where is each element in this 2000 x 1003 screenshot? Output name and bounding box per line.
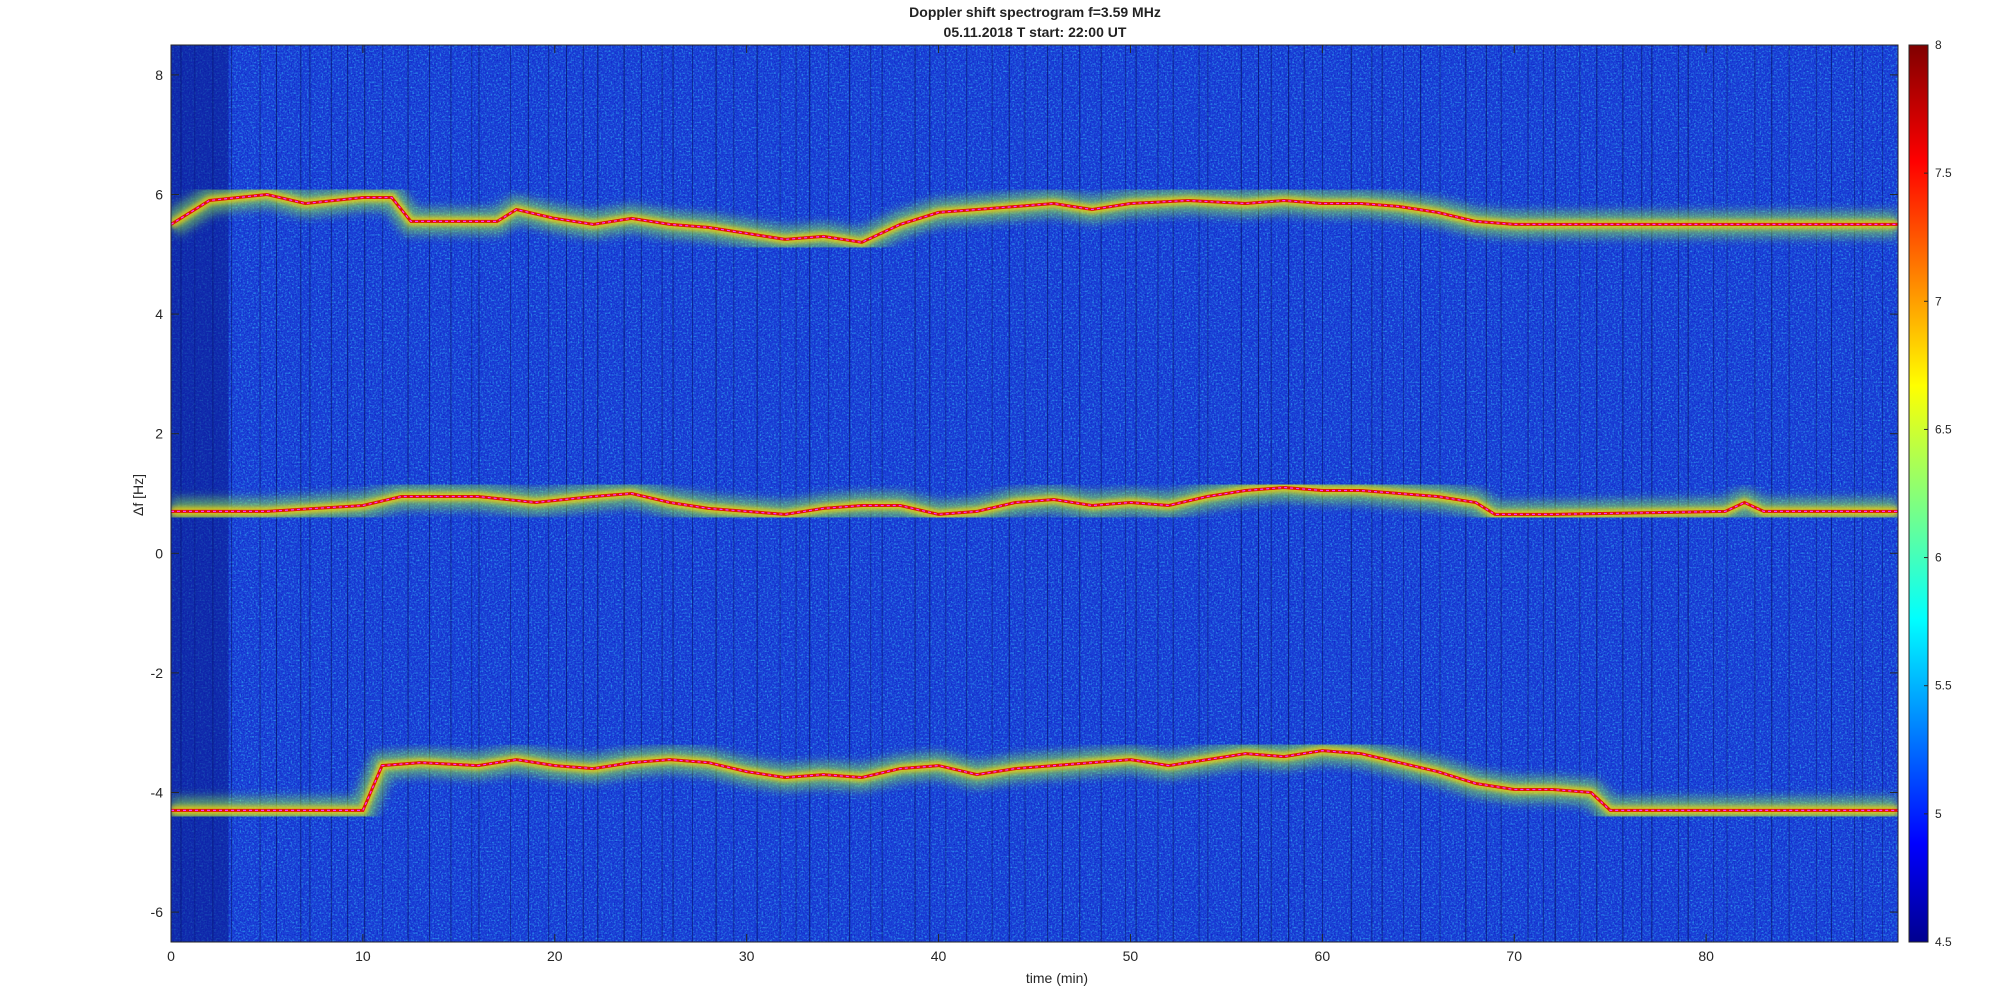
chart-subtitle: 05.11.2018 T start: 22:00 UT [944, 24, 1127, 40]
x-axis-ticks: 0 10 20 30 40 50 60 70 80 [167, 45, 1714, 964]
y-axis-ticks: -6 -4 -2 0 2 4 6 8 [151, 67, 1898, 920]
x-axis-label: time (min) [1026, 970, 1088, 986]
x-tick-label: 60 [1315, 948, 1331, 964]
x-tick-label: 80 [1698, 948, 1714, 964]
y-tick-label: 2 [155, 426, 163, 442]
x-tick-label: 30 [739, 948, 755, 964]
y-tick-label: 8 [155, 67, 163, 83]
chart-title: Doppler shift spectrogram f=3.59 MHz [909, 4, 1161, 20]
colorbar-tick-label: 7 [1935, 294, 1942, 308]
plot-frame [170, 44, 1899, 943]
x-tick-label: 70 [1506, 948, 1522, 964]
spectrogram-plot-area [171, 45, 1898, 942]
y-tick-label: 0 [155, 545, 163, 561]
y-axis-label: Δf [Hz] [130, 474, 146, 516]
x-tick-label: 40 [931, 948, 947, 964]
colorbar-tick-label: 4.5 [1935, 935, 1952, 949]
colorbar-tick-label: 7.5 [1935, 166, 1952, 180]
y-tick-label: -4 [151, 785, 164, 801]
doppler-trace-2 [171, 486, 1898, 516]
x-tick-label: 10 [355, 948, 371, 964]
x-tick-label: 50 [1123, 948, 1139, 964]
y-tick-label: 6 [155, 187, 163, 203]
x-tick-label: 20 [547, 948, 563, 964]
colorbar-tick-label: 8 [1935, 38, 1942, 52]
colorbar [1908, 44, 1929, 943]
doppler-trace-3 [171, 749, 1898, 811]
colorbar-tick-label: 5 [1935, 807, 1942, 821]
colorbar-tick-label: 6.5 [1935, 422, 1952, 436]
colorbar-tick-label: 5.5 [1935, 679, 1952, 693]
colorbar-ticks: 4.5 5 5.5 6 6.5 7 7.5 8 [1924, 38, 1952, 949]
x-tick-label: 0 [167, 948, 175, 964]
echo-bands [171, 181, 1898, 824]
y-tick-label: 4 [155, 306, 163, 322]
y-tick-label: -2 [151, 665, 164, 681]
echo-band-core-1 [171, 192, 1898, 244]
y-tick-label: -6 [151, 904, 164, 920]
colorbar-tick-label: 6 [1935, 551, 1942, 565]
